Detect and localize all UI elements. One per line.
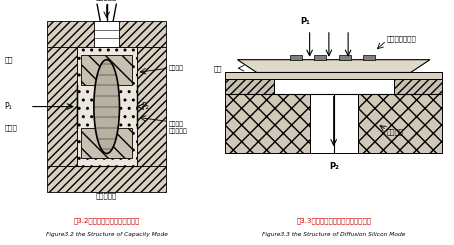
Text: P₂: P₂ [141, 102, 148, 111]
Bar [226, 79, 274, 94]
Bar [77, 47, 137, 166]
Bar [315, 55, 326, 60]
Text: 图3.2电容式差压传感器结构原理: 图3.2电容式差压传感器结构原理 [74, 217, 140, 224]
Bar [47, 47, 77, 166]
Text: P₁: P₁ [300, 17, 310, 25]
Text: 图3.3扩散硅式压力传感器结构原理图: 图3.3扩散硅式压力传感器结构原理图 [296, 217, 371, 224]
Bar [226, 73, 442, 79]
Text: 玻璃台座: 玻璃台座 [387, 129, 404, 135]
Bar [363, 55, 375, 60]
Bar [47, 166, 167, 192]
Polygon shape [237, 60, 430, 73]
Text: 硅杯: 硅杯 [213, 65, 222, 72]
Bar [81, 55, 132, 85]
Bar [310, 94, 358, 153]
Text: Figure3.2 the Structure of Capacity Mode: Figure3.2 the Structure of Capacity Mode [46, 232, 168, 237]
Text: P₂: P₂ [329, 162, 339, 171]
Text: 测量膜片
（动电极）: 测量膜片 （动电极） [168, 122, 188, 134]
Text: 硅油: 硅油 [4, 56, 13, 63]
Bar [358, 94, 442, 153]
Text: 隔离膜: 隔离膜 [4, 125, 17, 131]
Text: Figure3.3 the Structure of Diffusion Silicon Mode: Figure3.3 the Structure of Diffusion Sil… [262, 232, 405, 237]
Bar [137, 47, 167, 166]
Bar [339, 55, 350, 60]
Polygon shape [94, 60, 119, 153]
Text: 固定电极: 固定电极 [168, 65, 183, 71]
Bar [291, 55, 302, 60]
Text: P₁: P₁ [4, 102, 12, 111]
Bar [394, 79, 442, 94]
Bar [47, 21, 167, 47]
Bar [81, 128, 132, 158]
Bar [226, 94, 310, 153]
Text: 扩散式应变元件: 扩散式应变元件 [387, 35, 416, 42]
Text: 焊接密封圈: 焊接密封圈 [96, 193, 117, 199]
Bar [94, 21, 119, 47]
